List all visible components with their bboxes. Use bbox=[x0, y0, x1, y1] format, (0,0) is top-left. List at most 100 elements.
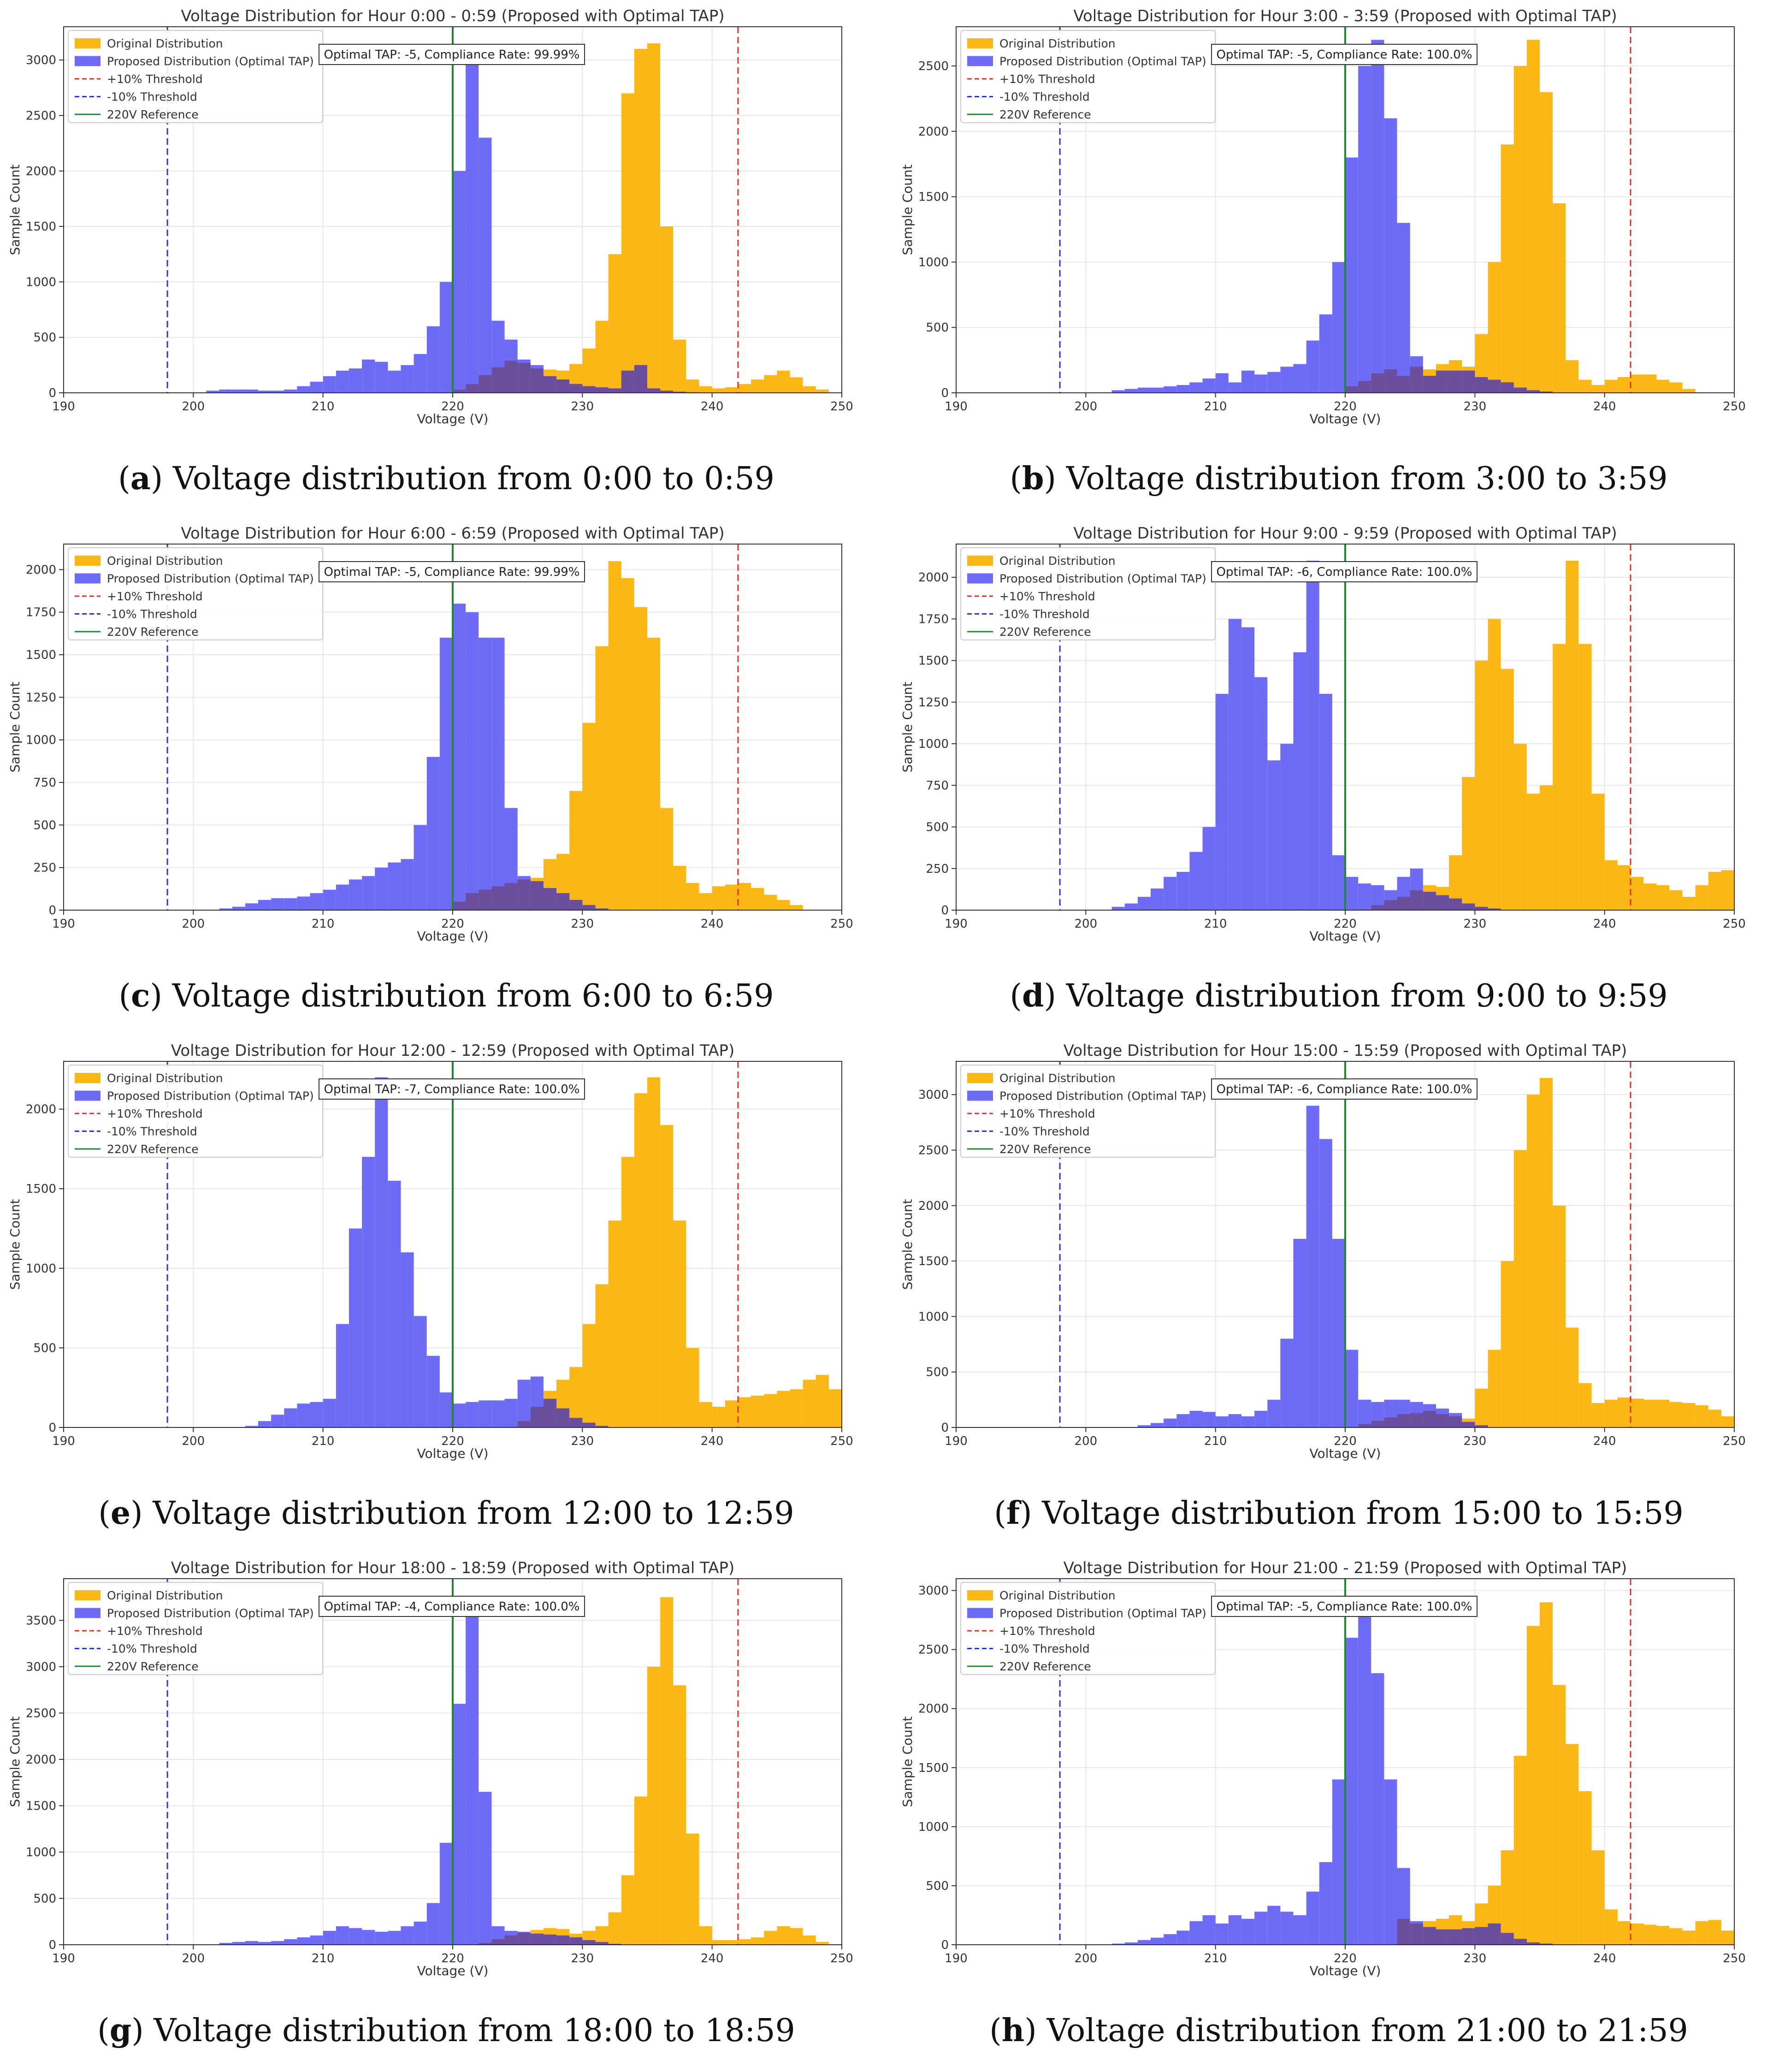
annotation-text: Optimal TAP: -7, Compliance Rate: 100.0% bbox=[324, 1083, 579, 1096]
y-tick-label: 3000 bbox=[26, 1660, 56, 1674]
proposed-bar bbox=[1293, 1915, 1306, 1945]
original-bar bbox=[608, 1220, 621, 1427]
overlap-bar bbox=[530, 1407, 544, 1427]
proposed-bar bbox=[479, 137, 492, 393]
proposed-bar bbox=[414, 1316, 427, 1427]
x-tick-label: 220 bbox=[1334, 1434, 1357, 1448]
proposed-bar bbox=[1124, 903, 1138, 910]
original-bar bbox=[621, 93, 634, 393]
legend-label: Proposed Distribution (Optimal TAP) bbox=[107, 55, 314, 68]
legend-original-swatch bbox=[75, 556, 100, 566]
legend: Original Distribution Proposed Distributi… bbox=[68, 30, 323, 123]
x-tick-label: 200 bbox=[1075, 1434, 1098, 1448]
proposed-bar bbox=[1202, 827, 1216, 910]
original-bar bbox=[569, 791, 583, 910]
original-bar bbox=[1643, 1399, 1657, 1427]
original-bar bbox=[1591, 1403, 1605, 1427]
legend-proposed-swatch bbox=[967, 573, 993, 584]
overlap-bar bbox=[1436, 370, 1449, 393]
original-bar bbox=[1669, 1928, 1683, 1945]
proposed-bar bbox=[1319, 1862, 1332, 1945]
original-bar bbox=[699, 1402, 712, 1427]
proposed-bar bbox=[1267, 372, 1281, 393]
caption-text: ) Voltage distribution from 0:00 to 0:59 bbox=[150, 461, 774, 497]
proposed-bar bbox=[401, 1252, 414, 1427]
proposed-bar bbox=[426, 1356, 440, 1427]
proposed-bar bbox=[232, 389, 245, 393]
original-bar bbox=[1462, 777, 1475, 910]
legend-label: +10% Threshold bbox=[999, 1624, 1095, 1638]
chart-a: 190 200 210 220 230 240 2500500100015002000250… bbox=[7, 7, 853, 426]
proposed-bar bbox=[453, 171, 466, 393]
proposed-bar bbox=[375, 867, 388, 910]
original-bar bbox=[777, 1391, 790, 1427]
proposed-bar bbox=[297, 386, 310, 393]
proposed-bar bbox=[1151, 888, 1164, 910]
original-bar bbox=[828, 1389, 842, 1427]
y-tick-label: 3000 bbox=[26, 53, 56, 67]
x-axis-label: Voltage (V) bbox=[1310, 411, 1381, 426]
panel-letter: c bbox=[131, 977, 150, 1014]
proposed-bar bbox=[1358, 66, 1371, 393]
proposed-bar bbox=[362, 1157, 375, 1427]
original-bar bbox=[1630, 1398, 1644, 1427]
proposed-bar bbox=[517, 1379, 531, 1427]
y-axis-label: Sample Count bbox=[900, 1716, 915, 1807]
annotation-text: Optimal TAP: -5, Compliance Rate: 100.0% bbox=[1216, 1600, 1472, 1614]
original-bar bbox=[634, 1093, 647, 1427]
original-bar bbox=[1540, 785, 1553, 910]
proposed-bar bbox=[401, 859, 414, 910]
annotation: Optimal TAP: -6, Compliance Rate: 100.0% bbox=[1211, 561, 1478, 582]
original-bar bbox=[1526, 793, 1540, 910]
proposed-bar bbox=[1202, 1412, 1216, 1427]
legend: Original Distribution Proposed Distributi… bbox=[68, 1582, 323, 1675]
legend-label: Proposed Distribution (Optimal TAP) bbox=[999, 55, 1206, 68]
y-tick-label: 2500 bbox=[918, 59, 949, 73]
proposed-bar bbox=[1124, 389, 1138, 393]
legend-label: Original Distribution bbox=[999, 1072, 1116, 1085]
legend-label: +10% Threshold bbox=[107, 1107, 203, 1120]
original-bar bbox=[790, 1928, 803, 1945]
proposed-bar bbox=[388, 1930, 401, 1945]
annotation-text: Optimal TAP: -5, Compliance Rate: 99.99% bbox=[324, 565, 579, 579]
original-bar bbox=[1617, 377, 1631, 393]
original-bar bbox=[1643, 374, 1657, 393]
proposed-bar bbox=[388, 862, 401, 910]
panel-letter: a bbox=[130, 460, 151, 497]
original-bar bbox=[1488, 619, 1501, 910]
legend-label: Proposed Distribution (Optimal TAP) bbox=[107, 572, 314, 586]
panel-caption: (h) Voltage distribution from 21:00 to 2… bbox=[989, 2012, 1688, 2049]
legend: Original Distribution Proposed Distributi… bbox=[68, 547, 323, 640]
overlap-bar bbox=[504, 361, 518, 393]
proposed-bar bbox=[1176, 385, 1190, 393]
original-bar bbox=[725, 1940, 738, 1945]
original-bar bbox=[777, 900, 790, 910]
y-tick-label: 500 bbox=[33, 1341, 56, 1355]
proposed-bar bbox=[1228, 1915, 1241, 1945]
annotation: Optimal TAP: -6, Compliance Rate: 100.0% bbox=[1211, 1078, 1478, 1100]
chart-panel-f: 190 200 210 220 230 240 250 0 500 1000 1500 2000 250… bbox=[892, 1035, 1785, 1555]
proposed-bar bbox=[1228, 382, 1241, 393]
chart-d: 190 200 210 220 230 240 250 0 250 500 750 1000 1250 1… bbox=[900, 524, 1746, 944]
overlap-bar bbox=[1513, 1939, 1527, 1945]
original-bar bbox=[1566, 561, 1579, 910]
original-bar bbox=[647, 638, 661, 910]
overlap-bar bbox=[1488, 1923, 1501, 1945]
overlap-bar bbox=[504, 1935, 518, 1945]
proposed-bar bbox=[258, 1942, 272, 1945]
legend-label: +10% Threshold bbox=[107, 72, 203, 86]
proposed-bar bbox=[1345, 1350, 1359, 1427]
original-bar bbox=[686, 1348, 699, 1427]
proposed-bar bbox=[349, 368, 362, 393]
proposed-bar bbox=[1293, 1238, 1306, 1427]
proposed-bar bbox=[206, 391, 219, 393]
annotation: Optimal TAP: -5, Compliance Rate: 100.0% bbox=[1211, 44, 1478, 65]
legend-label: Proposed Distribution (Optimal TAP) bbox=[999, 1607, 1206, 1620]
legend-box bbox=[68, 30, 323, 123]
chart-panel-h: 190 200 210 220 230 240 250 0 500 1000 1500 2000 250… bbox=[892, 1552, 1785, 2072]
proposed-bar bbox=[453, 604, 466, 910]
legend-proposed-swatch bbox=[75, 1090, 100, 1101]
overlap-bar bbox=[517, 1932, 531, 1945]
proposed-bar bbox=[1345, 876, 1359, 910]
overlap-bar bbox=[479, 889, 492, 910]
